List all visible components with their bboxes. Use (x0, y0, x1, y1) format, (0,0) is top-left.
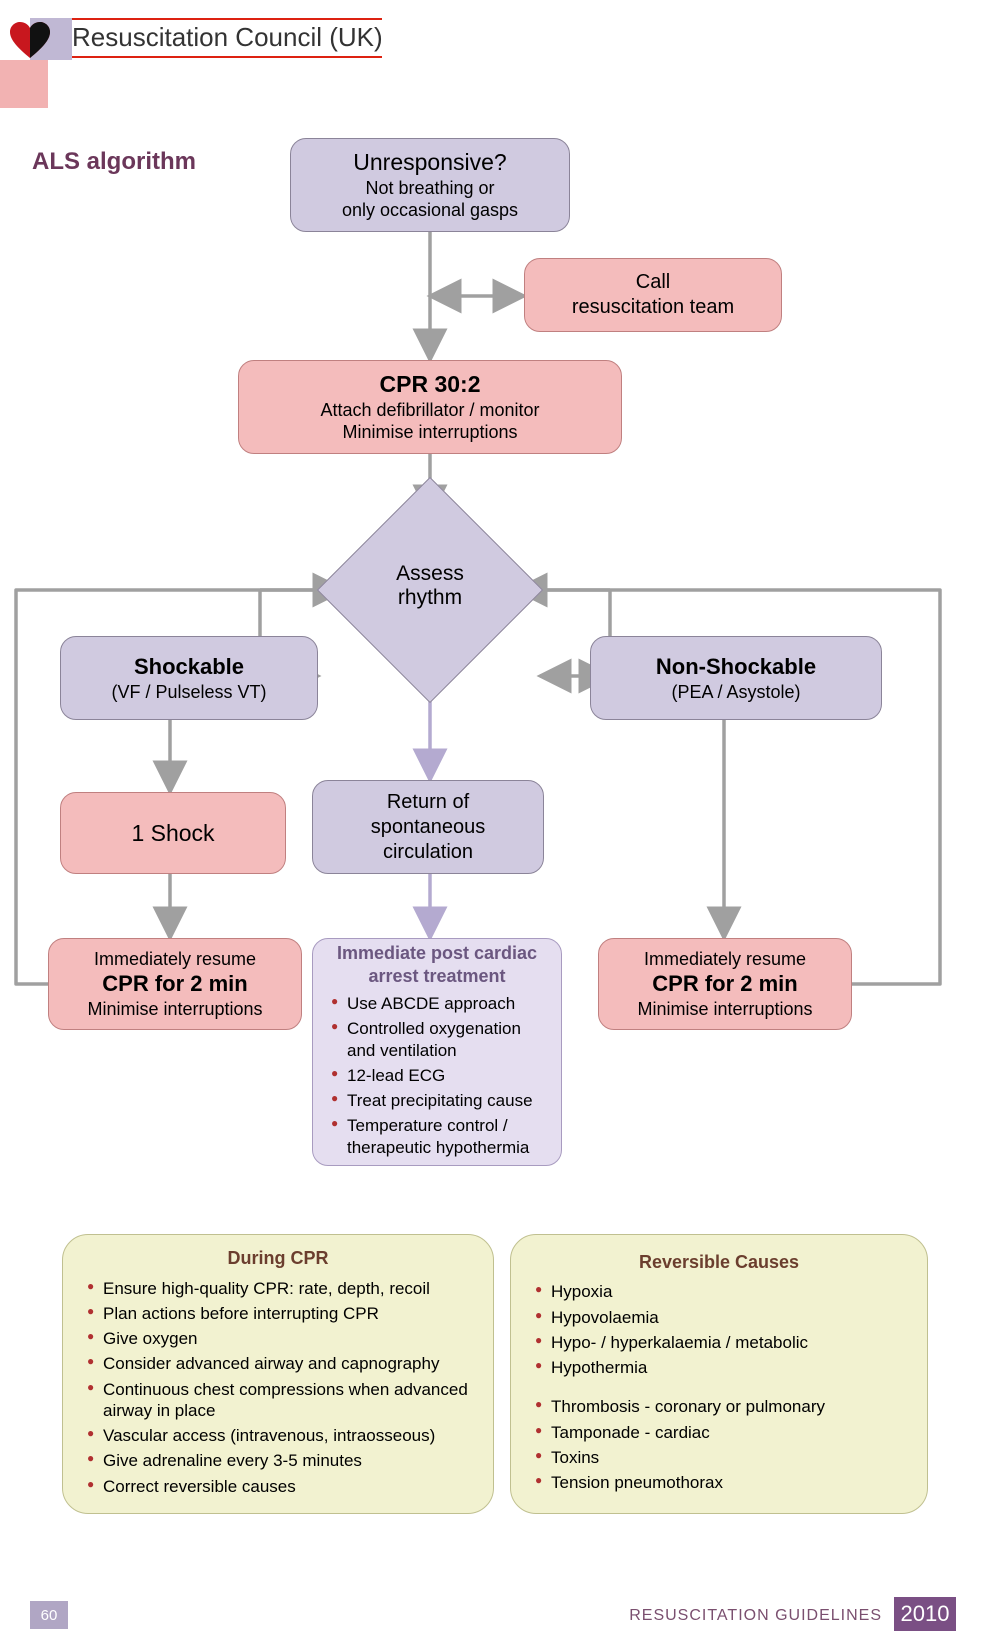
header-rule-bottom (72, 56, 382, 58)
page-root: Resuscitation Council (UK) ALS algorithm (0, 0, 986, 1637)
text: (VF / Pulseless VT) (111, 681, 266, 704)
list-item: Hypo- / hyperkalaemia / metabolic (535, 1332, 808, 1353)
list-item: Ensure high-quality CPR: rate, depth, re… (87, 1278, 473, 1299)
reversible-list-2: Thrombosis - coronary or pulmonary Tampon… (531, 1396, 825, 1497)
text: Not breathing or (365, 177, 494, 200)
list-item: Consider advanced airway and capnography (87, 1353, 473, 1374)
reversible-list-1: Hypoxia Hypovolaemia Hypo- / hyperkalaemia… (531, 1281, 808, 1382)
text: CPR for 2 min (102, 970, 247, 998)
text: CPR for 2 min (652, 970, 797, 998)
header-rule-top (72, 18, 382, 20)
footer: 60 RESUSCITATION GUIDELINES 2010 (0, 1601, 986, 1637)
list-item: Continuous chest compressions when advan… (87, 1379, 473, 1422)
list-item: Vascular access (intravenous, intraosseo… (87, 1425, 473, 1446)
text: (PEA / Asystole) (671, 681, 800, 704)
list-item: Hypovolaemia (535, 1307, 808, 1328)
node-post-arrest: Immediate post cardiac arrest treatment … (312, 938, 562, 1166)
node-one-shock: 1 Shock (60, 792, 286, 874)
text: Shockable (134, 653, 244, 681)
list-item: Plan actions before interrupting CPR (87, 1303, 473, 1324)
footer-text: RESUSCITATION GUIDELINES (629, 1607, 882, 1625)
text: circulation (383, 840, 473, 865)
text: rhythm (398, 586, 462, 609)
text: During CPR (83, 1247, 473, 1270)
list-item: Give oxygen (87, 1328, 473, 1349)
text: Reversible Causes (531, 1251, 907, 1274)
text: Immediate post cardiac arrest treatment (327, 942, 547, 987)
text: only occasional gasps (342, 199, 518, 222)
heart-logo-icon (10, 22, 50, 60)
text: Minimise interruptions (637, 998, 812, 1021)
node-assess-text: Assess rhythm (380, 562, 480, 610)
text: Immediately resume (94, 948, 256, 971)
node-reversible: Reversible Causes HypoxiaHypovolaemiaHyp… (510, 1234, 928, 1514)
during-cpr-list: Ensure high-quality CPR: rate, depth, re… (83, 1278, 473, 1501)
list-item: Give adrenaline every 3-5 minutes (87, 1450, 473, 1471)
list-item: Use ABCDE approach (331, 993, 547, 1014)
footer-page-number: 60 (30, 1601, 68, 1629)
text: Minimise interruptions (87, 998, 262, 1021)
text: 1 Shock (131, 819, 214, 848)
footer-year: 2010 (894, 1597, 956, 1631)
list-item: Temperature control / therapeutic hypoth… (331, 1115, 547, 1158)
text: Return of (387, 790, 469, 815)
list-item: Tension pneumothorax (535, 1472, 825, 1493)
header-title: Resuscitation Council (UK) (72, 22, 383, 53)
list-item: Thrombosis - coronary or pulmonary (535, 1396, 825, 1417)
post-arrest-list: Use ABCDE approach Controlled oxygenation… (327, 993, 547, 1162)
section-title: ALS algorithm (32, 148, 196, 176)
list-item: Controlled oxygenation and ventilation (331, 1018, 547, 1061)
text: Non-Shockable (656, 653, 816, 681)
node-during-cpr: During CPR Ensure high-quality CPR: rate… (62, 1234, 494, 1514)
list-item: Toxins (535, 1447, 825, 1468)
text: Call (636, 270, 670, 295)
text: spontaneous (371, 815, 486, 840)
node-resume-left: Immediately resume CPR for 2 min Minimis… (48, 938, 302, 1030)
text: Assess (396, 562, 464, 585)
list-item: Tamponade - cardiac (535, 1422, 825, 1443)
list-item: Hypoxia (535, 1281, 808, 1302)
list-item: Hypothermia (535, 1357, 808, 1378)
text: Minimise interruptions (342, 421, 517, 444)
node-resume-right: Immediately resume CPR for 2 min Minimis… (598, 938, 852, 1030)
node-shockable: Shockable (VF / Pulseless VT) (60, 636, 318, 720)
node-call-team: Call resuscitation team (524, 258, 782, 332)
node-unresponsive: Unresponsive? Not breathing or only occa… (290, 138, 570, 232)
list-item: Treat precipitating cause (331, 1090, 547, 1111)
node-rosc: Return of spontaneous circulation (312, 780, 544, 874)
list-item: 12-lead ECG (331, 1065, 547, 1086)
logo-swatch-pink (0, 60, 48, 108)
text: Attach defibrillator / monitor (320, 399, 539, 422)
node-nonshockable: Non-Shockable (PEA / Asystole) (590, 636, 882, 720)
text: CPR 30:2 (380, 370, 481, 399)
node-cpr302: CPR 30:2 Attach defibrillator / monitor … (238, 360, 622, 454)
text: Immediately resume (644, 948, 806, 971)
text: resuscitation team (572, 295, 734, 320)
list-item: Correct reversible causes (87, 1476, 473, 1497)
text: Unresponsive? (353, 148, 506, 177)
